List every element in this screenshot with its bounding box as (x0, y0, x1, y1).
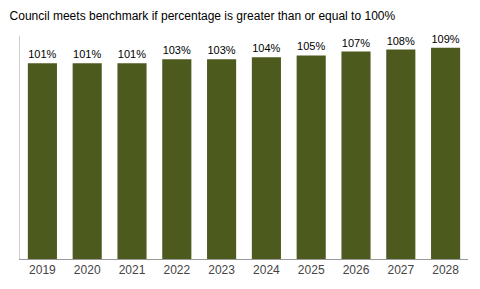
svg-text:107%: 107% (342, 37, 370, 49)
svg-text:108%: 108% (387, 35, 415, 47)
svg-text:2024: 2024 (253, 263, 280, 277)
svg-text:103%: 103% (207, 44, 235, 56)
svg-text:109%: 109% (431, 33, 459, 45)
svg-text:2028: 2028 (432, 263, 459, 277)
svg-text:101%: 101% (28, 48, 56, 60)
svg-text:2020: 2020 (74, 263, 101, 277)
svg-text:105%: 105% (297, 40, 325, 52)
svg-text:2021: 2021 (119, 263, 146, 277)
svg-text:103%: 103% (163, 44, 191, 56)
svg-text:2025: 2025 (298, 263, 325, 277)
svg-text:101%: 101% (118, 48, 146, 60)
svg-text:Council meets benchmark if per: Council meets benchmark if percentage is… (10, 9, 396, 23)
svg-text:2027: 2027 (387, 263, 414, 277)
svg-text:2022: 2022 (163, 263, 190, 277)
svg-text:2019: 2019 (29, 263, 56, 277)
svg-text:104%: 104% (252, 42, 280, 54)
svg-text:2023: 2023 (208, 263, 235, 277)
svg-text:101%: 101% (73, 48, 101, 60)
svg-text:2026: 2026 (343, 263, 370, 277)
